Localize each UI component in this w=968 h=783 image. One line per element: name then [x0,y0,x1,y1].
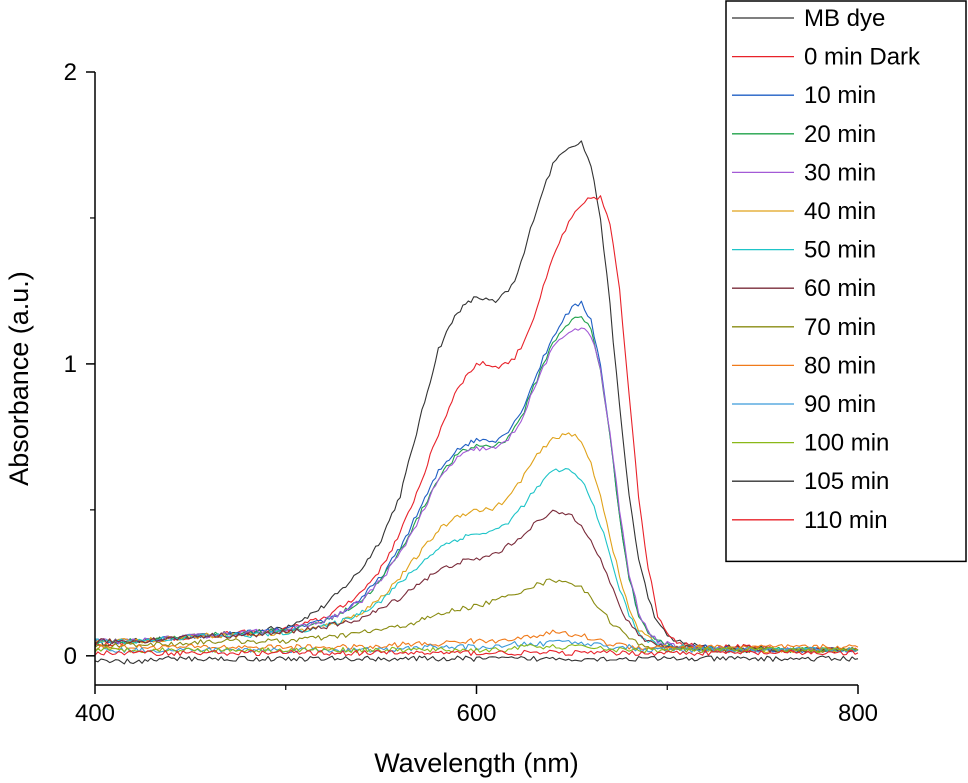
legend-label: 30 min [804,159,876,186]
series-line-13 [94,649,859,657]
legend-box [725,0,967,563]
x-tick-label: 800 [838,700,878,727]
series-line-8 [94,578,859,654]
legend-label: 90 min [804,391,876,418]
legend-label: 80 min [804,352,876,379]
legend-label: 40 min [804,198,876,225]
legend-label: MB dye [804,5,885,32]
legend-label: 10 min [804,82,876,109]
x-tick-label: 600 [456,700,496,727]
axes-layer: 400 600 800 0 1 2 [64,59,878,727]
legend-label: 105 min [804,468,889,495]
series-line-12 [94,655,859,665]
y-tick-label: 1 [64,351,77,378]
series-line-9 [94,629,859,651]
y-tick-label: 0 [64,643,77,670]
legend-label: 60 min [804,275,876,302]
legend: MB dye 0 min Dark 10 min 20 min 30 min 40 min… [725,0,967,563]
legend-label: 20 min [804,121,876,148]
legend-label: 0 min Dark [804,44,921,71]
legend-label: 100 min [804,430,889,457]
legend-label: 50 min [804,237,876,264]
y-tick-label: 2 [64,59,77,86]
x-axis-title: Wavelength (nm) [374,748,579,778]
legend-label: 110 min [804,507,888,534]
x-tick-label: 400 [75,700,115,727]
legend-label: 70 min [804,314,876,341]
y-axis-title: Absorbance (a.u.) [4,271,34,486]
series-line-11 [94,643,859,654]
series-layer [94,140,859,665]
